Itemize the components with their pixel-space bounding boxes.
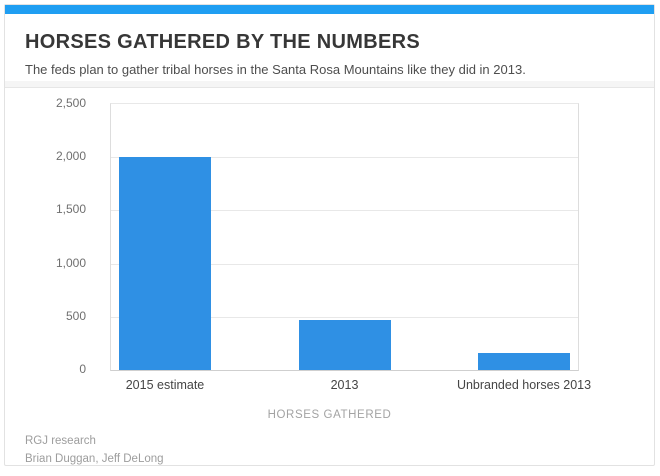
bar-2013[interactable] [298, 320, 391, 370]
gridline [111, 316, 578, 318]
bar-group: 2015 estimate 2013 Unbranded horses 2013 [111, 104, 591, 392]
chart-title: HORSES GATHERED BY THE NUMBERS [25, 31, 420, 53]
bar-column: 2013 [298, 104, 391, 392]
accent-topbar [5, 5, 654, 14]
source-line: RGJ research [25, 435, 96, 447]
y-tick-label: 1,500 [55, 202, 86, 217]
y-tick-label: 0 [79, 362, 86, 376]
chart-header: HORSES GATHERED BY THE NUMBERS The feds … [25, 31, 634, 78]
bar-2015-estimate[interactable] [119, 157, 211, 370]
bar-column: 2015 estimate [119, 104, 211, 392]
plot-area: 2015 estimate 2013 Unbranded horses 2013 [110, 103, 591, 392]
y-tick-label: 2,000 [55, 149, 86, 164]
y-tick-label: 1,000 [55, 255, 86, 270]
bar-unbranded-horses-2013[interactable] [478, 352, 570, 370]
credits-line: Brian Duggan, Jeff DeLong [25, 453, 164, 465]
x-category-label: 2015 estimate [125, 378, 205, 392]
chart-footer: RGJ research Brian Duggan, Jeff DeLong [25, 432, 164, 468]
gridline [111, 263, 578, 265]
gridline [111, 157, 578, 159]
y-tick-label: 500 [65, 308, 86, 323]
y-axis-labels: 0 500 1,000 1,500 2,000 2,500 [5, 96, 86, 376]
gridline [111, 210, 578, 212]
x-axis-title: HORSES GATHERED [267, 409, 392, 421]
x-category-label: 2013 [330, 378, 359, 392]
bar-column: Unbranded horses 2013 [457, 104, 591, 392]
chart-card: HORSES GATHERED BY THE NUMBERS The feds … [4, 4, 655, 466]
y-tick-label: 2,500 [55, 96, 86, 110]
header-divider [5, 81, 654, 88]
chart-subtitle: The feds plan to gather tribal horses in… [25, 62, 526, 77]
x-category-label: Unbranded horses 2013 [456, 378, 592, 392]
